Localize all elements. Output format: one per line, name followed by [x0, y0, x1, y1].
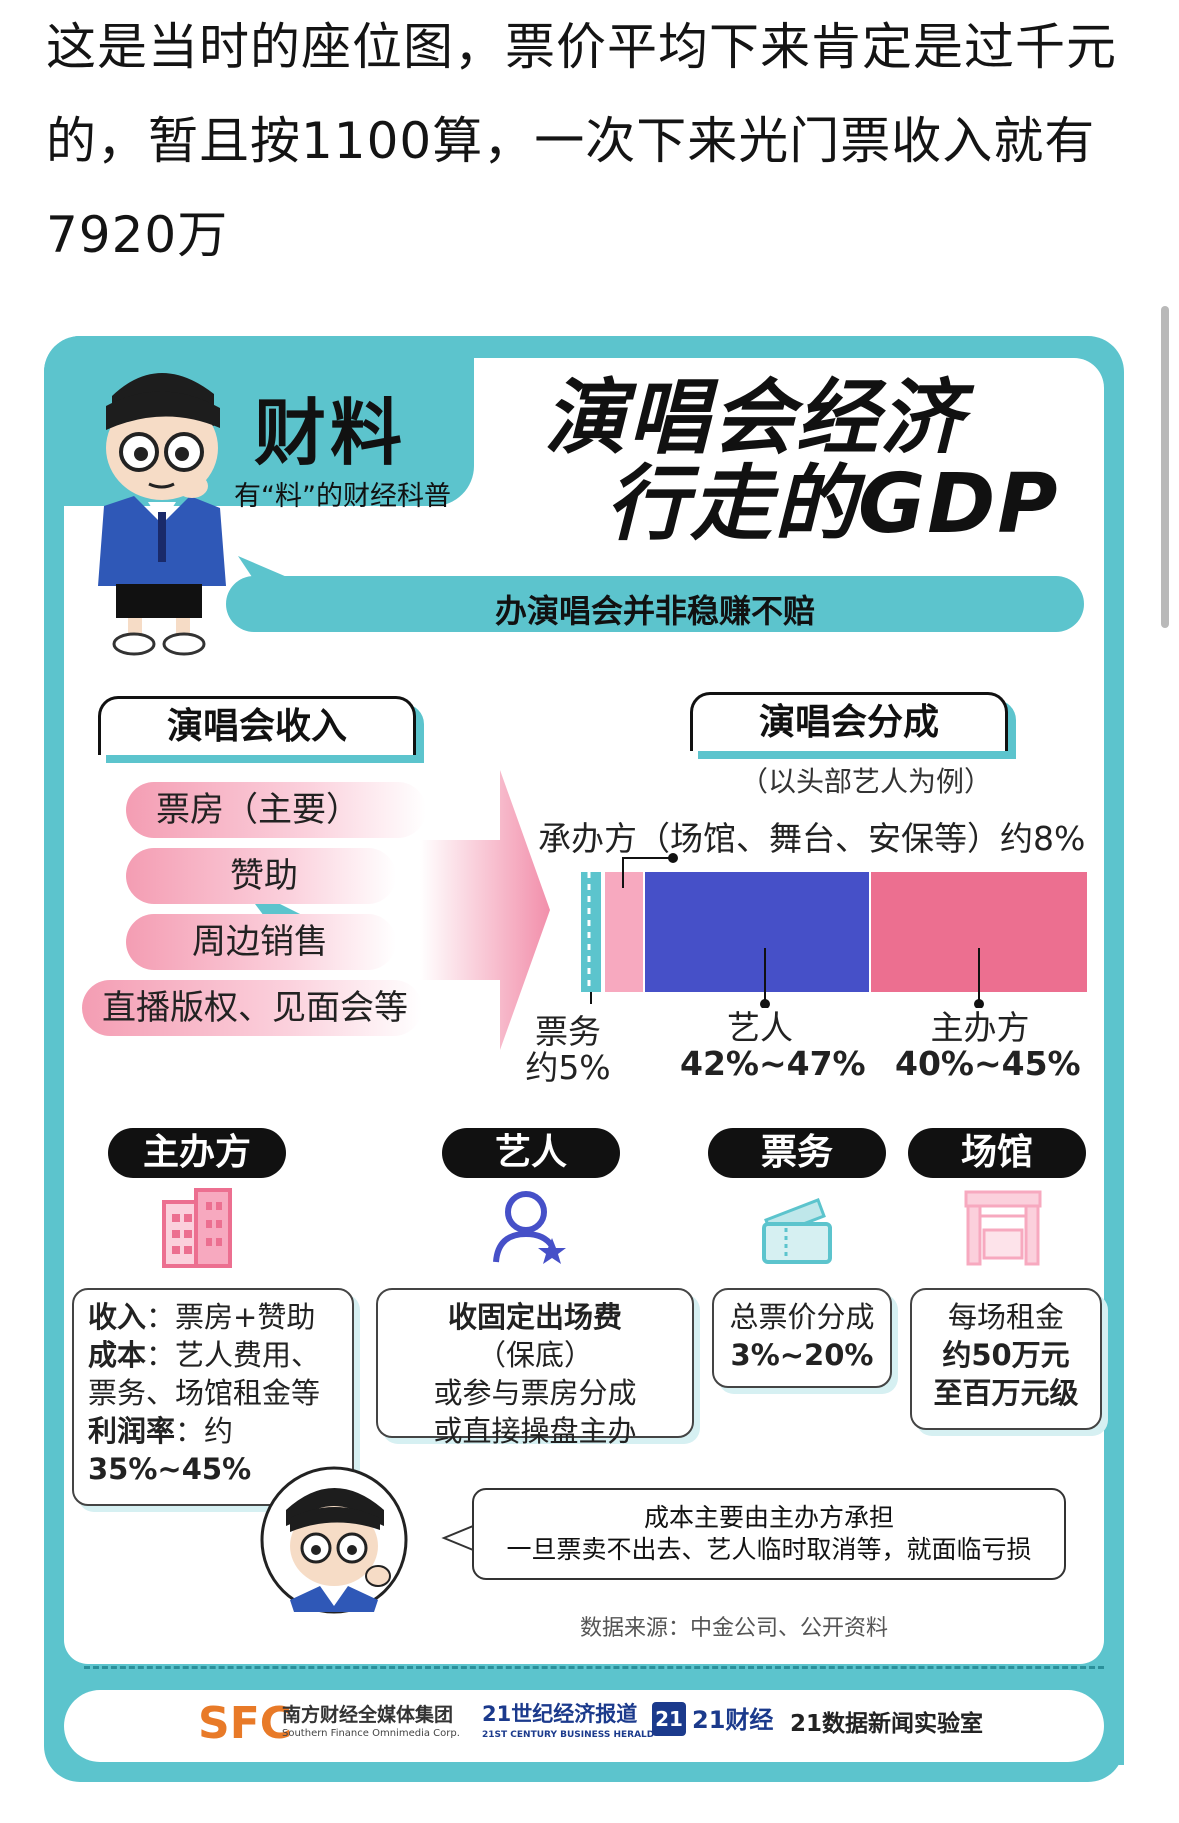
post-line-3: 7920万: [46, 206, 229, 264]
brand-title: 财料: [254, 391, 407, 475]
post-line-2: 的，暂且按1100算，一次下来光门票收入就有: [46, 112, 1096, 170]
scrollbar[interactable]: [1161, 306, 1169, 628]
headline-line-1: 演唱会经济: [544, 371, 964, 466]
headline-line-2: 行走的GDP: [606, 457, 1060, 552]
brand-subtitle: 有“料”的财经科普: [234, 481, 451, 512]
post-text: 这是当时的座位图，票价平均下来肯定是过千元 的，暂且按1100算，一次下来光门票…: [46, 0, 1126, 282]
post-line-1: 这是当时的座位图，票价平均下来肯定是过千元: [46, 18, 1117, 76]
speech-tail-icon: [240, 884, 300, 924]
mascot-icon: [98, 372, 226, 656]
infographic-image[interactable]: 财料 有“料”的财经科普 演唱会经济 行走的GDP: [44, 336, 1124, 1782]
headline: 演唱会经济 行走的GDP: [544, 376, 1059, 548]
